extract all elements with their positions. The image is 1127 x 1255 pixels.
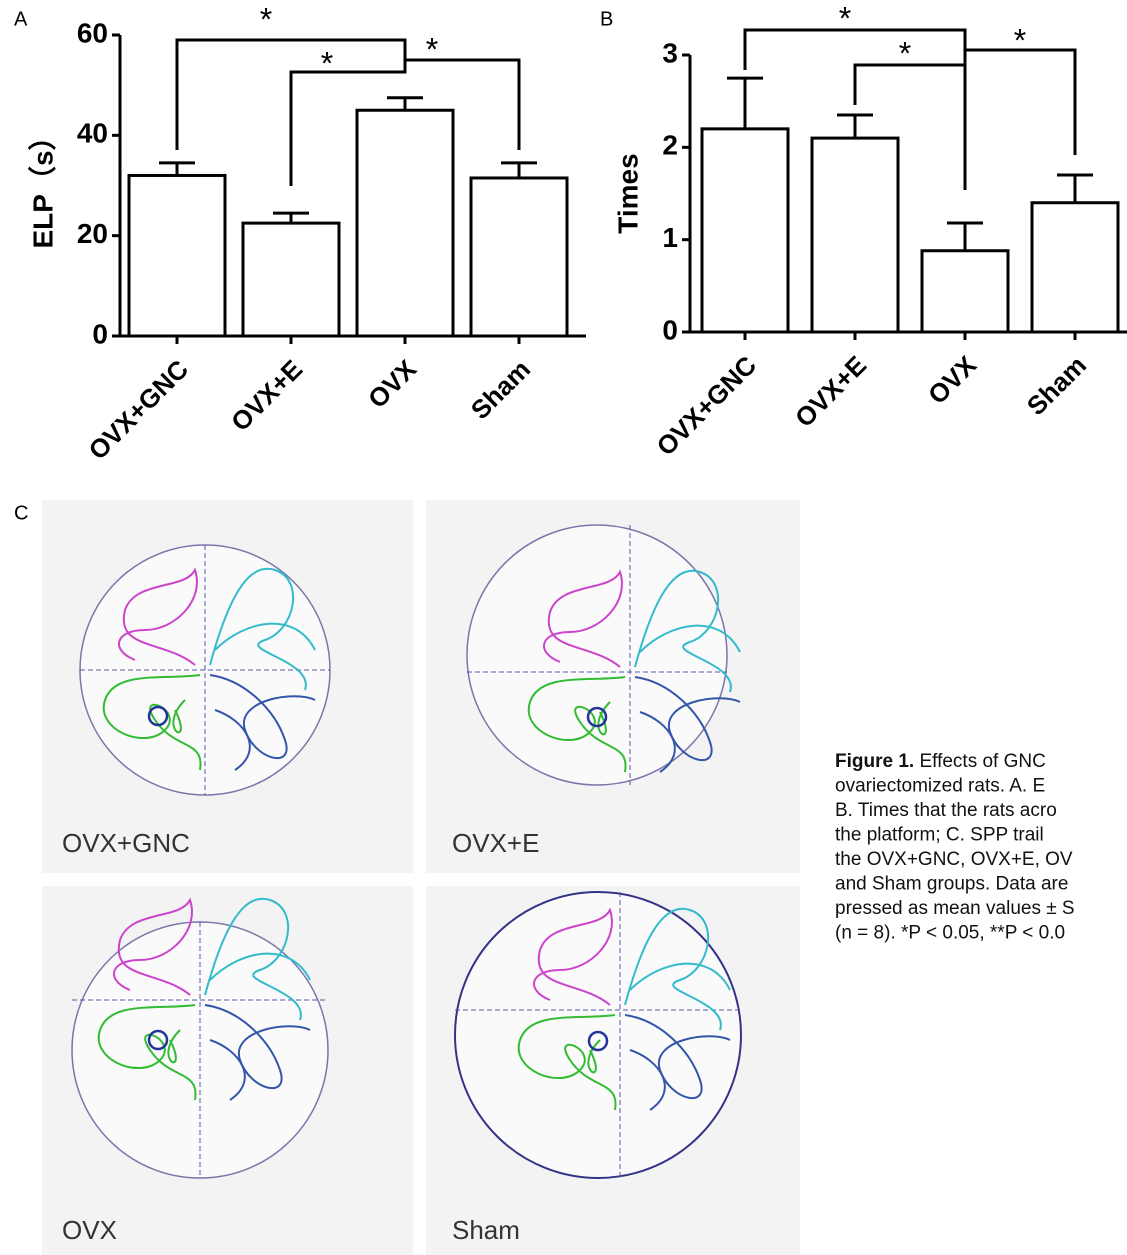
bar [810,136,900,334]
caption-line: Figure 1. Effects of GNC [835,751,1046,772]
significance-label: * [260,1,272,37]
significance-bracket [743,28,967,190]
significance-bracket [853,63,965,105]
bar [700,127,790,334]
track-panel: Sham [426,886,800,1255]
caption-text: Effects of GNC [914,751,1046,772]
x-tick-label: Sham [465,354,536,425]
y-tick-label: 2 [662,130,678,161]
caption-line: and Sham groups. Data are [835,874,1068,895]
panel-label: C [14,502,28,524]
x-tick-label: Sham [1021,350,1092,421]
caption: Figure 1. Effects of GNC ovariectomized r… [835,751,1075,944]
significance-label: * [1014,22,1026,58]
bar [469,176,569,338]
caption-line: ovariectomized rats. A. E [835,776,1045,797]
x-tick-label: OVX+GNC [650,350,762,462]
y-tick-label: 0 [92,318,108,349]
caption-line: the OVX+GNC, OVX+E, OV [835,849,1073,870]
x-tick-label: OVX [922,349,983,410]
caption-line: pressed as mean values ± S [835,898,1075,919]
panel-c-label: Sham [452,1215,520,1245]
significance-label: * [899,35,911,71]
y-tick-label: 40 [77,118,108,149]
caption-line: (n = 8). *P < 0.05, **P < 0.0 [835,923,1065,944]
bar [241,221,341,338]
significance-label: * [321,45,333,81]
y-axis-label: Times [612,153,643,233]
significance-bracket [175,38,407,150]
caption-line: the platform; C. SPP trail [835,825,1044,846]
significance-bracket [289,62,407,186]
x-tick-label: OVX+E [789,350,872,433]
panel-c-label: OVX [62,1215,117,1245]
significance-label: * [839,0,851,36]
panel-c-label: OVX+E [452,828,539,858]
y-tick-label: 3 [662,37,678,68]
track-panel: OVX+E [426,500,800,873]
bar [920,249,1010,334]
x-tick-label: OVX [362,353,423,414]
panel-label: B [600,8,613,30]
y-axis-label: ELP（s） [26,122,58,248]
y-tick-label: 60 [77,17,108,48]
significance-label: * [426,31,438,67]
bar [127,173,227,338]
x-tick-label: OVX+E [225,354,308,437]
track-panel: OVX+GNC [42,500,413,873]
significance-bracket [965,48,1077,155]
y-tick-label: 0 [662,314,678,345]
caption-line: B. Times that the rats acro [835,800,1057,821]
x-tick-label: OVX+GNC [82,354,194,466]
y-tick-label: 20 [77,218,108,249]
bar [1030,201,1120,334]
panel-c-label: OVX+GNC [62,828,190,858]
bar [355,108,455,338]
panel-label: A [14,8,28,30]
y-tick-label: 1 [662,222,678,253]
caption-label: Figure 1. [835,751,914,772]
significance-bracket [403,58,521,150]
track-panel: OVX [42,886,413,1255]
